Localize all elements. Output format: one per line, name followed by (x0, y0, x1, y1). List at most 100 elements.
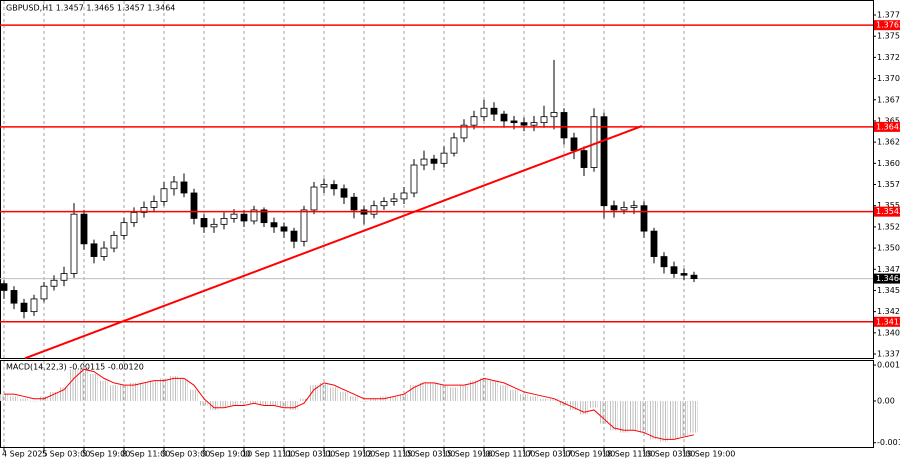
macd-bar (650, 400, 658, 440)
candle-body (60, 273, 68, 281)
candle-body (90, 243, 98, 257)
y-tick-label: 1.3700 (877, 74, 900, 83)
macd-bar (370, 398, 378, 401)
candle-body (140, 206, 148, 213)
candle-body (650, 230, 658, 257)
x-tick-label: 15 Sep 03:00 (402, 450, 455, 459)
candle-body (440, 152, 448, 164)
x-tick-label: 17 Sep 19:00 (562, 450, 615, 459)
macd-bar (630, 400, 638, 431)
macd-bar (170, 376, 178, 401)
candle-body (630, 205, 638, 208)
macd-bar (580, 400, 588, 415)
macd-bar (610, 400, 618, 431)
candle-body (460, 124, 468, 139)
macd-bar (240, 400, 248, 404)
candle-body (620, 206, 628, 211)
candle-body (380, 201, 388, 207)
macd-bar (640, 400, 648, 433)
candle-body (150, 201, 158, 208)
macd-bar (460, 385, 468, 401)
macd-bar (590, 400, 598, 408)
macd-title: MACD(14,22,3) -0.00115 -0.00120 (6, 363, 144, 372)
y-tick-label: 1.3575 (877, 180, 900, 189)
macd-bar (350, 396, 358, 401)
candle-body (50, 279, 58, 287)
macd-frame (0, 360, 874, 448)
y-tick-label: 1.3500 (877, 244, 900, 253)
macd-bar (160, 378, 168, 401)
macd-bar (230, 400, 238, 406)
x-tick-label: 9 Sep 03:00 (162, 450, 210, 459)
candle-body (120, 222, 128, 236)
candle-body (200, 218, 208, 228)
level-label: 1.3643 (876, 122, 900, 131)
macd-bar (310, 385, 318, 401)
candle-body (250, 209, 258, 222)
macd-bar (140, 382, 148, 401)
y-tick-label: 1.3400 (877, 328, 900, 337)
y-tick-label: 0.00 (877, 396, 895, 405)
x-tick-label: 19 Sep 03:00 (642, 450, 695, 459)
trendline (24, 125, 643, 360)
y-tick-label: 0.00159 (877, 361, 900, 370)
candle-body (370, 205, 378, 215)
macd-bar (510, 389, 518, 401)
macd-bar (550, 398, 558, 401)
macd-bar (420, 382, 428, 401)
level-label-box (874, 316, 900, 327)
candle-body (520, 122, 528, 126)
x-tick-label: 9 Sep 19:00 (202, 450, 250, 459)
y-tick-label: 1.3775 (877, 11, 900, 20)
y-tick-label: 1.3750 (877, 32, 900, 41)
macd-bar (200, 400, 208, 406)
y-tick-label: 1.3600 (877, 159, 900, 168)
macd-bar (80, 367, 88, 401)
candle-body (450, 137, 458, 154)
candle-body (80, 213, 88, 245)
candle-body (240, 213, 248, 222)
candle-body (570, 137, 578, 152)
candle-body (530, 122, 538, 126)
candle-body (400, 192, 408, 200)
y-tick-label: 1.3425 (877, 307, 900, 316)
last-price-box (874, 273, 900, 284)
macd-bar (50, 391, 58, 401)
macd-bar (620, 400, 628, 433)
candle-body (410, 164, 418, 194)
y-tick-label: 1.3725 (877, 53, 900, 62)
macd-bar (180, 378, 188, 401)
candle-body (230, 213, 238, 219)
y-tick-label: 1.3475 (877, 265, 900, 274)
macd-bar (290, 400, 298, 410)
x-tick-label: 5 Sep 03:00 (42, 450, 90, 459)
x-tick-label: 12 Sep 11:00 (362, 450, 415, 459)
candle-body (580, 150, 588, 168)
macd-bar (410, 385, 418, 401)
macd-bar (440, 385, 448, 401)
candle-body (160, 188, 168, 202)
candle-body (10, 290, 18, 304)
candle-body (330, 184, 338, 190)
candle-body (130, 212, 138, 224)
macd-bar (470, 380, 478, 401)
macd-bar (330, 387, 338, 401)
candle-body (320, 184, 328, 188)
macd-bar (280, 400, 288, 408)
candle-body (220, 218, 228, 225)
level-label: 1.3543 (876, 207, 900, 216)
chart-title: GBPUSD,H1 1.3457 1.3465 1.3457 1.3464 (6, 4, 175, 13)
macd-bar (20, 398, 28, 401)
candle-body (590, 116, 598, 168)
candle-body (340, 188, 348, 198)
macd-bar (520, 394, 528, 401)
macd-bar (500, 385, 508, 401)
macd-bar (30, 400, 38, 402)
candle-body (470, 116, 478, 126)
macd-bar (320, 382, 328, 401)
x-tick-label: 11 Sep 19:00 (322, 450, 375, 459)
y-tick-label: 1.3375 (877, 350, 900, 359)
candle-body (260, 209, 268, 224)
level-label: 1.3413 (876, 317, 900, 326)
macd-bar (190, 389, 198, 401)
